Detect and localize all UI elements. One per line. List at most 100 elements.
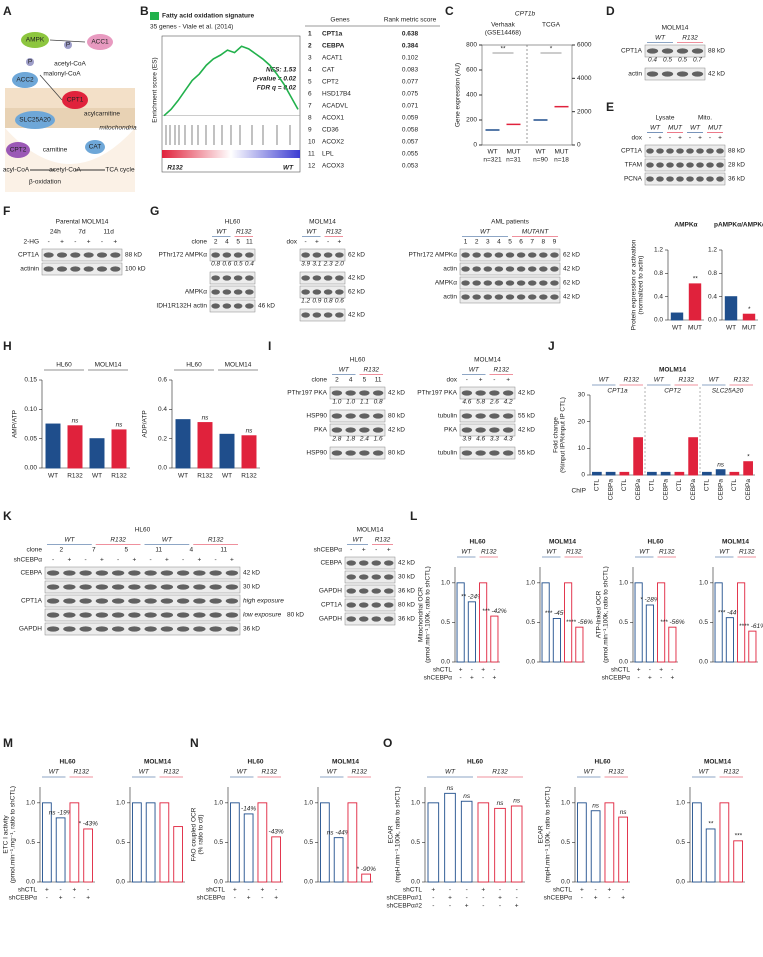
blot-header: WT: [469, 367, 480, 374]
blot-band: [46, 570, 60, 576]
blot-band: [483, 294, 492, 300]
row-mark: -: [482, 675, 484, 682]
blot-band: [209, 584, 222, 590]
y-tick-label: 0.4: [708, 293, 717, 300]
blot-band: [550, 266, 559, 272]
diagram-label: P: [28, 59, 32, 66]
bar-annotation: ns: [717, 461, 725, 468]
blot-band: [494, 252, 504, 258]
row-label: shCTL: [611, 667, 631, 674]
blot-band: [176, 612, 190, 618]
blot-band: [46, 612, 60, 618]
bar-annotation: ns: [592, 802, 600, 809]
y-tick-label: 0.5: [561, 839, 570, 846]
bar: [645, 604, 654, 663]
y-tick-label: 0.10: [24, 406, 37, 413]
row-mark: +: [670, 675, 674, 682]
blot-header: +: [87, 239, 91, 246]
chart-title: CPT1b: [515, 11, 536, 18]
chart-title: HL60: [470, 539, 486, 546]
row-mark: -: [466, 887, 468, 894]
row-mark: -: [73, 895, 75, 902]
blot-band: [301, 275, 310, 281]
blot-row-label: GAPDH: [19, 626, 42, 633]
table-cell: 0.059: [402, 115, 419, 122]
blot-note: high exposure: [243, 598, 284, 605]
blot-band: [661, 71, 674, 77]
blot-header: R132: [375, 537, 391, 544]
table-cell: ACOX3: [322, 163, 344, 170]
blot-header: -: [649, 135, 651, 142]
blot-size: 46 kD: [258, 303, 275, 310]
blot-band: [323, 252, 333, 258]
blot-band: [472, 252, 481, 258]
row-mark: +: [45, 887, 49, 894]
blot-band: [111, 612, 125, 618]
blot-band: [96, 266, 108, 272]
blot-strip: [44, 594, 241, 608]
blot-band: [193, 626, 206, 632]
blot-band: [301, 252, 310, 258]
x-tick-label: CEBPa: [745, 479, 752, 501]
table-cell: ACAT1: [322, 55, 343, 62]
blot-band: [301, 289, 310, 295]
panel-letter: M: [3, 736, 13, 750]
blot-row-label: HSP90: [306, 450, 327, 457]
y-axis-title: Enrichment score (ES): [152, 57, 159, 122]
blot-quant: 0.8: [324, 298, 333, 305]
y-tick-label: 2000: [577, 108, 592, 115]
blot-band: [528, 266, 537, 272]
table-cell: 8: [308, 115, 312, 122]
blot-row-label: actinin: [20, 266, 39, 273]
blot-quant: 0.6: [222, 261, 231, 268]
y-axis-title: (mpH.min⁻¹.100k, ratio to shCTL): [545, 786, 552, 882]
y-axis-title: (mpH.min⁻¹.100k, ratio to shCTL): [395, 786, 402, 882]
blot-band: [128, 626, 141, 632]
blot-band: [716, 162, 724, 168]
y-tick-label: 0.5: [441, 619, 450, 626]
blot-header: 5: [236, 239, 240, 246]
group-label: R132: [733, 377, 749, 384]
row-mark: -: [460, 675, 462, 682]
y-tick-label: 1.0: [561, 800, 570, 807]
blot-band: [193, 570, 206, 576]
rank-label: R132: [167, 165, 183, 172]
blot-band: [371, 616, 381, 622]
diagram-label: acetyl-CoA: [49, 167, 81, 174]
row-mark: -: [482, 895, 484, 902]
row-mark: -: [499, 903, 501, 910]
group-label: WT: [139, 769, 150, 776]
table-cell: 0.058: [402, 127, 419, 134]
y-axis-title: (normalized to actin): [638, 256, 645, 315]
blot-strip: [644, 158, 726, 172]
x-tick-label: MUT: [742, 325, 756, 332]
blot-band: [176, 584, 190, 590]
bar: [688, 283, 702, 321]
y-axis-title: Fold change: [553, 417, 560, 453]
table-cell: ACOX2: [322, 139, 344, 146]
table-cell: 10: [308, 139, 316, 146]
gsea-stat: FDR q = 0.02: [257, 85, 297, 92]
blot-header-label: dox: [632, 135, 643, 142]
blot-band: [160, 584, 174, 590]
bar: [479, 582, 488, 663]
row-mark: -: [432, 903, 434, 910]
blot-size: 88 kD: [728, 148, 745, 155]
bar: [702, 471, 712, 476]
blot-header: -: [215, 557, 217, 564]
bar: [660, 471, 671, 476]
y-tick-label: 0.0: [619, 659, 628, 666]
row-mark: +: [260, 887, 264, 894]
blot-band: [211, 289, 220, 295]
blot-band: [528, 294, 537, 300]
blot-band: [346, 602, 356, 608]
blot-band: [222, 275, 232, 281]
blot-size: 80 kD: [398, 602, 415, 609]
blot-header: Lysate: [656, 115, 675, 122]
bar: [55, 817, 66, 883]
row-mark: +: [86, 895, 90, 902]
row-mark: +: [621, 895, 625, 902]
blot-header-label: clone: [311, 377, 327, 384]
blot-quant: 0.5: [678, 57, 687, 64]
blot-strip: [329, 446, 386, 460]
